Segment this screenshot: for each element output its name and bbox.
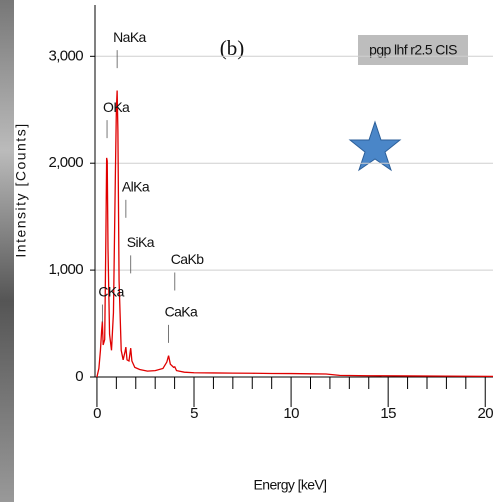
spectrum-line: [96, 90, 494, 378]
x-tick-label: 10: [283, 405, 299, 422]
peak-label: SiKa: [127, 234, 155, 250]
legend-entry: pgp lhf r2.5 CIS: [369, 42, 457, 58]
star-marker: [348, 120, 402, 172]
y-tick-label: 0: [75, 368, 83, 385]
x-tick-label: 20: [477, 405, 493, 422]
y-tick-label: 2,000: [48, 154, 83, 171]
y-tick-label: 3,000: [48, 47, 83, 64]
x-tick-label: 15: [380, 405, 396, 422]
peak-label: NaKa: [113, 29, 146, 45]
x-tick-label: 0: [93, 405, 101, 422]
background-image-strip: [0, 0, 14, 502]
peak-label: CaKa: [165, 304, 198, 320]
x-axis-label: Energy [keV]: [254, 477, 327, 493]
x-tick-label: 5: [190, 405, 198, 422]
legend-box: [358, 35, 468, 65]
peak-label: CaKb: [171, 251, 204, 267]
peak-label: OKa: [103, 99, 130, 115]
peak-label: AlKa: [122, 178, 150, 194]
y-axis-label: Intensity [Counts]: [13, 122, 29, 257]
peak-label: CKa: [98, 283, 124, 299]
y-tick-label: 1,000: [48, 261, 83, 278]
